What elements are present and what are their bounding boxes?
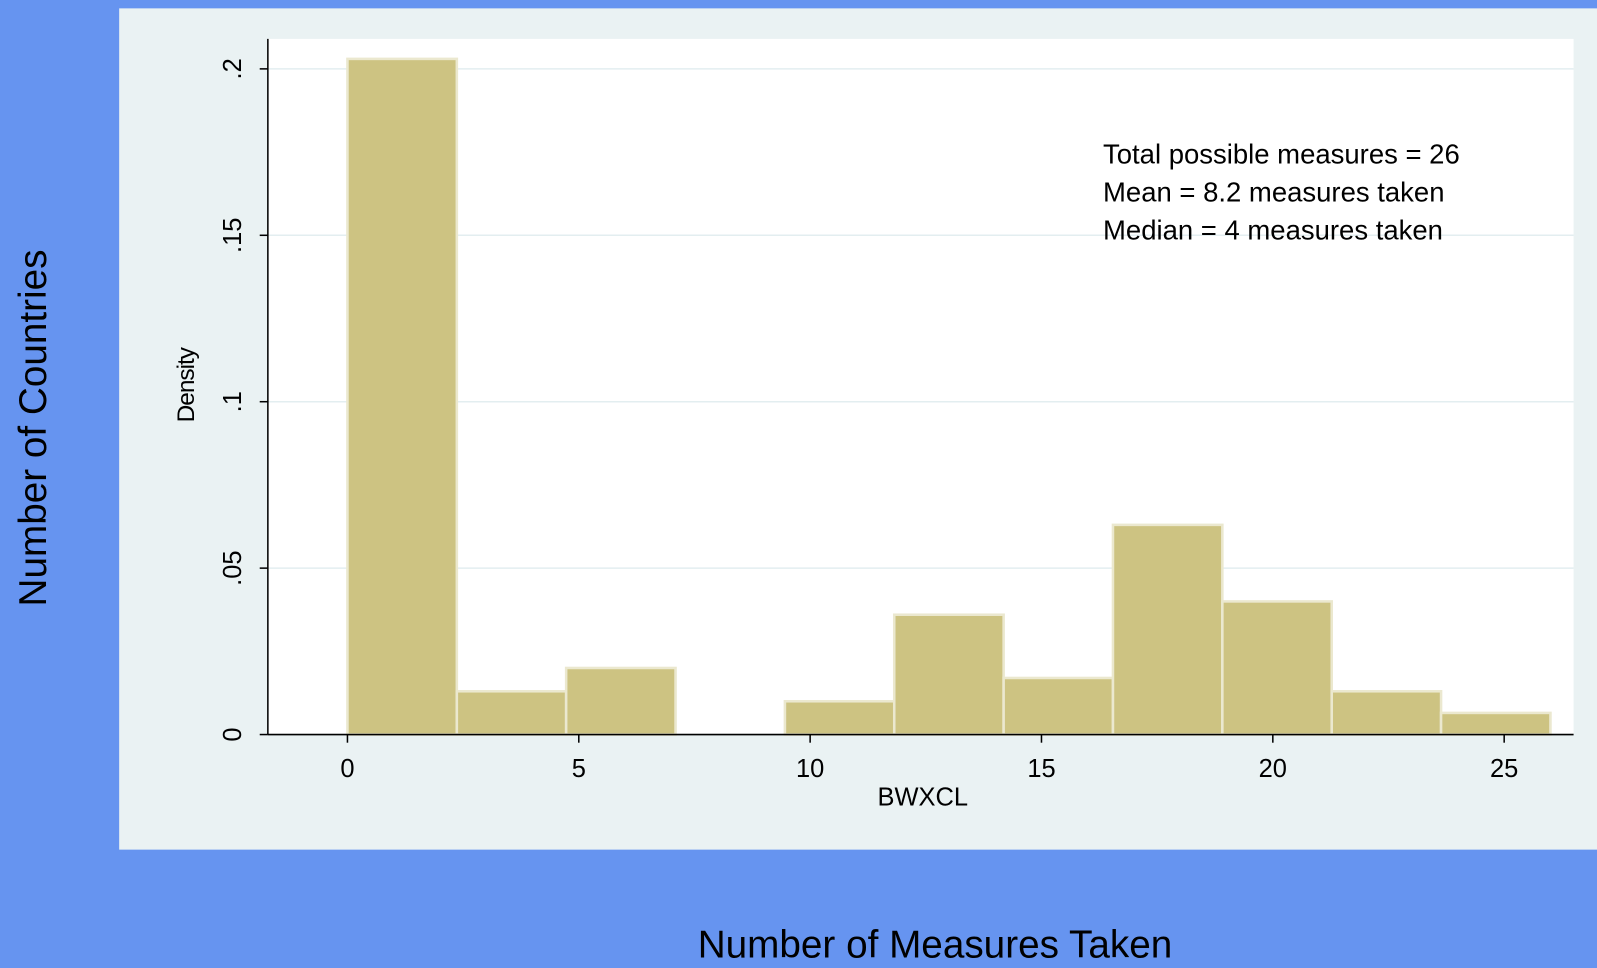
y-tick-label: .05 bbox=[219, 550, 247, 585]
x-tick-label: 0 bbox=[340, 755, 354, 783]
bar bbox=[1111, 523, 1224, 736]
bar bbox=[783, 699, 896, 736]
x-tick-label: 15 bbox=[1027, 755, 1055, 783]
bar bbox=[892, 613, 1005, 736]
labels: 0 .05 .1 .15 .2 0 5 10 15 20 25 Total possible meas… bbox=[219, 58, 1518, 783]
outer-x-label: Number of Measures Taken bbox=[698, 924, 1173, 967]
bar bbox=[346, 57, 459, 736]
y-tick-label: .2 bbox=[219, 58, 247, 79]
bars bbox=[346, 57, 1552, 736]
x-tick-label: 10 bbox=[796, 755, 824, 783]
x-tick-label: 20 bbox=[1259, 755, 1287, 783]
bar bbox=[564, 666, 677, 736]
bar bbox=[1330, 690, 1443, 736]
x-axis-label: BWXCL bbox=[877, 783, 968, 811]
outer-y-label: Number of Countries bbox=[12, 250, 55, 607]
y-tick-label: 0 bbox=[219, 727, 247, 741]
annotation: Total possible measures = 26 bbox=[1103, 138, 1460, 169]
bar bbox=[1002, 676, 1115, 736]
x-tick-label: 25 bbox=[1490, 755, 1518, 783]
bar bbox=[1439, 711, 1552, 736]
bar bbox=[455, 690, 568, 736]
x-tick-label: 5 bbox=[572, 755, 586, 783]
y-tick-label: .15 bbox=[219, 218, 247, 253]
y-tick-label: .1 bbox=[219, 391, 247, 412]
y-axis-label: Density bbox=[173, 346, 200, 422]
bar bbox=[1221, 600, 1333, 736]
annotation: Median = 4 measures taken bbox=[1103, 215, 1443, 246]
annotation: Mean = 8.2 measures taken bbox=[1103, 177, 1444, 208]
